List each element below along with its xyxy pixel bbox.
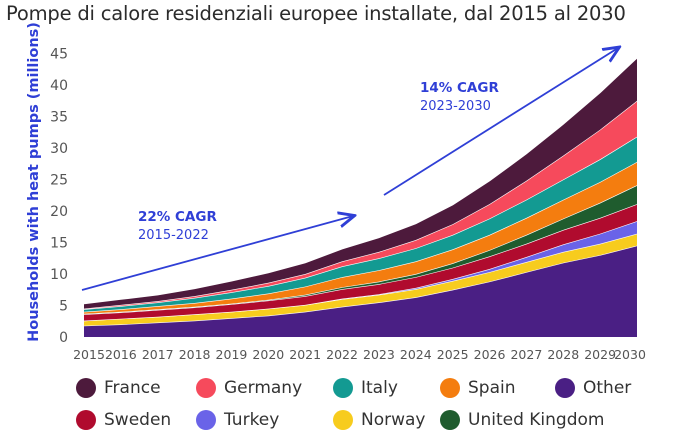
legend-item-turkey: Turkey [196, 410, 279, 430]
legend-label: Other [583, 378, 632, 398]
area-series-group [83, 57, 638, 337]
legend-label: Germany [224, 378, 303, 398]
cagr-annotations: 22% CAGR 2015-2022 14% CAGR 2023-2030 [81, 48, 618, 291]
y-tick-label: 10 [50, 267, 68, 283]
cagr-period-label: 2015-2022 [138, 228, 209, 243]
y-tick-label: 35 [50, 110, 68, 126]
x-tick-label: 2025 [437, 347, 469, 362]
cagr-period-label: 2023-2030 [420, 99, 491, 114]
legend-swatch [196, 410, 216, 430]
x-tick-label: 2027 [510, 347, 542, 362]
x-tick-label: 2023 [363, 347, 395, 362]
x-tick-label: 2021 [289, 347, 321, 362]
legend-swatch [333, 410, 353, 430]
cagr-arrow-2015-2022 [81, 216, 353, 291]
legend-label: Norway [361, 410, 426, 430]
legend-label: Italy [361, 378, 398, 398]
area-spain [84, 161, 637, 314]
y-tick-labels: 0 5 10 15 20 25 30 35 40 45 [50, 47, 68, 347]
legend-swatch [440, 378, 460, 398]
legend-item-france: France [76, 378, 161, 398]
x-tick-label: 2017 [142, 347, 174, 362]
x-tick-label: 2026 [474, 347, 506, 362]
x-tick-label: 2019 [216, 347, 248, 362]
legend-label: Sweden [104, 410, 172, 430]
y-tick-label: 20 [50, 204, 68, 220]
legend-label: Spain [468, 378, 516, 398]
legend-swatch [76, 378, 96, 398]
y-tick-label: 0 [59, 330, 68, 346]
legend-swatch [440, 410, 460, 430]
chart-title: Pompe di calore residenziali europee ins… [6, 2, 626, 25]
y-tick-label: 40 [50, 78, 68, 94]
legend-label: United Kingdom [468, 410, 605, 430]
y-tick-label: 45 [50, 47, 68, 63]
x-tick-label: 2018 [179, 347, 211, 362]
cagr-label: 14% CAGR [420, 80, 499, 96]
legend-item-spain: Spain [440, 378, 516, 398]
legend-item-norway: Norway [333, 410, 426, 430]
legend-swatch [76, 410, 96, 430]
legend-swatch [555, 378, 575, 398]
x-tick-label: 2015 [73, 347, 105, 362]
y-tick-label: 5 [59, 299, 68, 315]
x-tick-label: 2016 [105, 347, 137, 362]
x-tick-label: 2029 [584, 347, 616, 362]
x-tick-label: 2030 [614, 347, 646, 362]
legend-swatch [196, 378, 216, 398]
x-tick-label: 2022 [326, 347, 358, 362]
y-tick-label: 15 [50, 236, 68, 252]
x-tick-labels: 2015 2016 2017 2018 2019 2020 2021 2022 2023 2024… [73, 347, 646, 362]
legend-label: Turkey [224, 410, 280, 430]
x-tick-label: 2028 [547, 347, 579, 362]
legend-label: France [104, 378, 161, 398]
legend-item-italy: Italy [333, 378, 398, 398]
cagr-arrow-2023-2030 [383, 48, 618, 196]
cagr-label: 22% CAGR [138, 209, 217, 225]
area-other [84, 245, 637, 337]
area-edge-france [83, 57, 638, 305]
legend-swatch [333, 378, 353, 398]
y-axis-label: Households with heat pumps (millions) [26, 22, 42, 342]
legend-item-germany: Germany [196, 378, 302, 398]
x-tick-label: 2024 [400, 347, 432, 362]
x-tick-label: 2020 [252, 347, 284, 362]
y-tick-label: 30 [50, 141, 68, 157]
legend-item-other: Other [555, 378, 631, 398]
legend-item-sweden: Sweden [76, 410, 171, 430]
legend-item-united-kingdom: United Kingdom [440, 410, 604, 430]
y-tick-label: 25 [50, 173, 68, 189]
